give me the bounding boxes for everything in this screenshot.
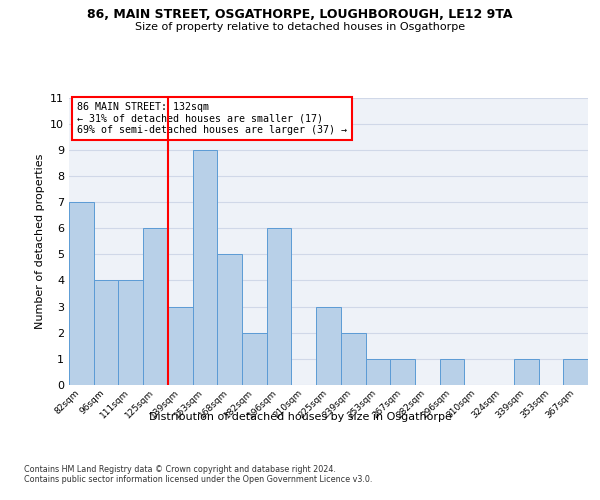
Bar: [242, 332, 267, 385]
Bar: [514, 359, 539, 385]
Bar: [365, 359, 390, 385]
Bar: [267, 228, 292, 385]
Text: 86 MAIN STREET: 132sqm
← 31% of detached houses are smaller (17)
69% of semi-det: 86 MAIN STREET: 132sqm ← 31% of detached…: [77, 102, 347, 135]
Bar: [390, 359, 415, 385]
Bar: [341, 332, 365, 385]
Bar: [316, 306, 341, 385]
Text: Contains HM Land Registry data © Crown copyright and database right 2024.
Contai: Contains HM Land Registry data © Crown c…: [24, 465, 373, 484]
Bar: [94, 280, 118, 385]
Bar: [168, 306, 193, 385]
Bar: [193, 150, 217, 385]
Bar: [143, 228, 168, 385]
Text: 86, MAIN STREET, OSGATHORPE, LOUGHBOROUGH, LE12 9TA: 86, MAIN STREET, OSGATHORPE, LOUGHBOROUG…: [87, 8, 513, 20]
Text: Distribution of detached houses by size in Osgathorpe: Distribution of detached houses by size …: [149, 412, 451, 422]
Bar: [563, 359, 588, 385]
Bar: [69, 202, 94, 385]
Bar: [440, 359, 464, 385]
Bar: [217, 254, 242, 385]
Text: Size of property relative to detached houses in Osgathorpe: Size of property relative to detached ho…: [135, 22, 465, 32]
Bar: [118, 280, 143, 385]
Y-axis label: Number of detached properties: Number of detached properties: [35, 154, 44, 329]
